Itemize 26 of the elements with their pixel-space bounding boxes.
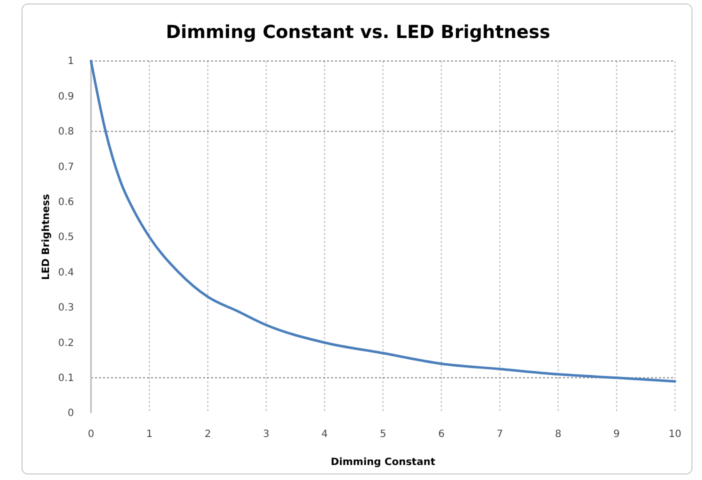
x-tick-label: 10 <box>668 429 682 440</box>
chart-title: Dimming Constant vs. LED Brightness <box>166 22 550 43</box>
y-tick-label: 0.6 <box>58 197 74 208</box>
x-tick-label: 1 <box>146 429 153 440</box>
y-tick-label: 0.1 <box>58 373 74 384</box>
x-tick-label: 7 <box>496 429 503 440</box>
line-series <box>90 60 676 383</box>
x-tick-label: 8 <box>555 429 562 440</box>
x-tick-label: 2 <box>204 429 211 440</box>
y-tick-label: 0 <box>68 408 74 420</box>
y-tick-label: 0.8 <box>58 126 74 138</box>
x-tick-label: 4 <box>321 429 328 440</box>
y-tick-label: 0.7 <box>58 162 74 173</box>
y-tick-label: 0.9 <box>58 91 74 102</box>
y-axis-title: LED Brightness <box>41 194 52 280</box>
x-tick-label: 3 <box>263 429 270 440</box>
x-tick-label: 0 <box>88 429 94 440</box>
y-tick-label: 0.2 <box>58 338 74 349</box>
x-tick-label: 9 <box>613 429 620 440</box>
y-tick-label: 0.4 <box>58 267 74 278</box>
x-axis-title: Dimming Constant <box>330 457 436 468</box>
y-tick-label: 0.5 <box>58 232 74 244</box>
x-tick-label: 5 <box>380 429 386 440</box>
y-tick-label: 1 <box>68 56 74 68</box>
x-tick-label: 6 <box>438 429 445 440</box>
y-tick-label: 0.3 <box>58 302 74 314</box>
